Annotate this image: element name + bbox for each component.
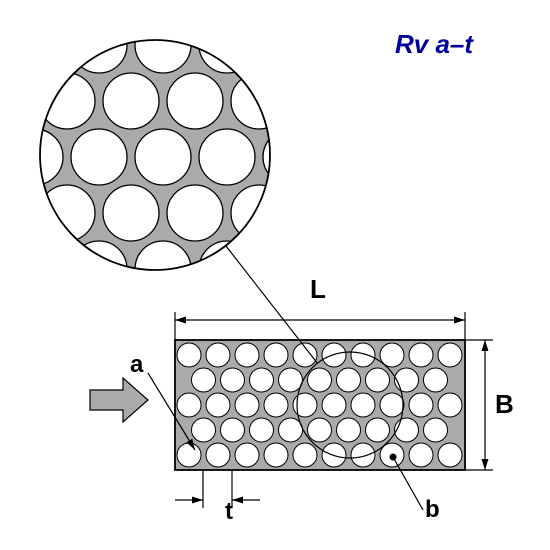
label-B: B	[495, 389, 514, 420]
sheet-hole	[279, 418, 303, 442]
sheet-hole	[380, 393, 404, 417]
sheet-hole	[221, 418, 245, 442]
label-b: b	[425, 496, 440, 524]
sheet-hole	[264, 343, 288, 367]
sheet-hole	[409, 443, 433, 467]
sheet-hole	[424, 418, 448, 442]
diagram-canvas	[0, 0, 550, 550]
sheet-hole	[308, 418, 332, 442]
sheet-hole	[250, 418, 274, 442]
sheet-hole	[206, 393, 230, 417]
sheet-hole	[409, 343, 433, 367]
sheet-hole	[221, 368, 245, 392]
sheet-hole	[308, 368, 332, 392]
sheet-hole	[337, 368, 361, 392]
label-L: L	[310, 274, 326, 305]
sheet-hole	[395, 418, 419, 442]
sheet-hole	[395, 368, 419, 392]
magnifier-view	[0, 17, 351, 297]
sheet-hole	[235, 343, 259, 367]
sheet-hole	[206, 343, 230, 367]
sheet-hole	[177, 443, 201, 467]
sheet-hole	[351, 393, 375, 417]
sheet-hole	[192, 368, 216, 392]
sheet-hole	[264, 443, 288, 467]
sheet-hole	[235, 443, 259, 467]
diagram-title: Rv a–t	[395, 29, 473, 60]
sheet-hole	[438, 343, 462, 367]
sheet-hole	[192, 418, 216, 442]
sheet-hole	[235, 393, 259, 417]
direction-arrow-icon	[90, 378, 148, 422]
sheet-hole	[337, 418, 361, 442]
leader-b-dot	[390, 454, 397, 461]
sheet-hole	[293, 443, 317, 467]
label-a: a	[130, 351, 143, 379]
sheet-hole	[206, 443, 230, 467]
sheet-hole	[366, 418, 390, 442]
sheet-hole	[177, 343, 201, 367]
sheet-hole	[351, 443, 375, 467]
sheet-hole	[366, 368, 390, 392]
sheet-hole	[264, 393, 288, 417]
sheet-hole	[279, 368, 303, 392]
sheet-hole	[438, 443, 462, 467]
sheet-hole	[438, 393, 462, 417]
sheet-hole	[351, 343, 375, 367]
sheet-hole	[250, 368, 274, 392]
sheet-hole	[177, 393, 201, 417]
label-t: t	[225, 498, 233, 526]
sheet-hole	[322, 393, 346, 417]
sheet-hole	[409, 393, 433, 417]
sheet-hole	[424, 368, 448, 392]
